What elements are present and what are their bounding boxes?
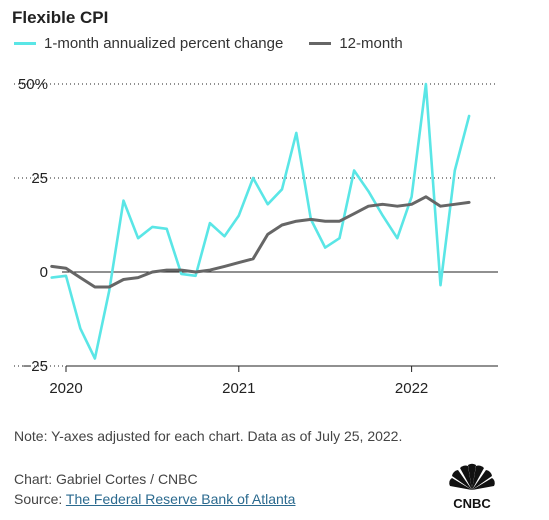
legend-swatch-1month (14, 42, 36, 45)
peacock-icon (449, 463, 495, 490)
chart-note: Note: Y-axes adjusted for each chart. Da… (14, 428, 403, 444)
source-link[interactable]: The Federal Reserve Bank of Atlanta (65, 491, 296, 507)
chart-legend: 1-month annualized percent change 12-mon… (14, 35, 429, 52)
legend-label-1month: 1-month annualized percent change (44, 35, 284, 52)
legend-swatch-12month (309, 42, 332, 45)
y-tick-label: 0 (40, 264, 48, 281)
y-tick-label: 50% (18, 76, 48, 93)
y-tick-label: 25 (31, 170, 48, 187)
legend-item-12month: 12-month (309, 35, 403, 52)
legend-item-1month: 1-month annualized percent change (14, 35, 283, 52)
series-line-0 (50, 82, 471, 360)
source-prefix: Source: (14, 491, 66, 507)
legend-label-12month: 12-month (339, 35, 403, 52)
series-line-1 (50, 195, 471, 289)
y-tick-label: −25 (23, 358, 48, 375)
cnbc-logo: CNBC (449, 463, 495, 511)
chart-title: Flexible CPI (12, 8, 109, 27)
x-tick-label: 2021 (222, 380, 255, 397)
logo-text: CNBC (453, 496, 491, 511)
chart-credit: Chart: Gabriel Cortes / CNBC (14, 471, 198, 487)
chart-source: Source: The Federal Reserve Bank of Atla… (14, 490, 295, 509)
x-tick-label: 2022 (395, 380, 428, 397)
x-tick-label: 2020 (49, 380, 82, 397)
